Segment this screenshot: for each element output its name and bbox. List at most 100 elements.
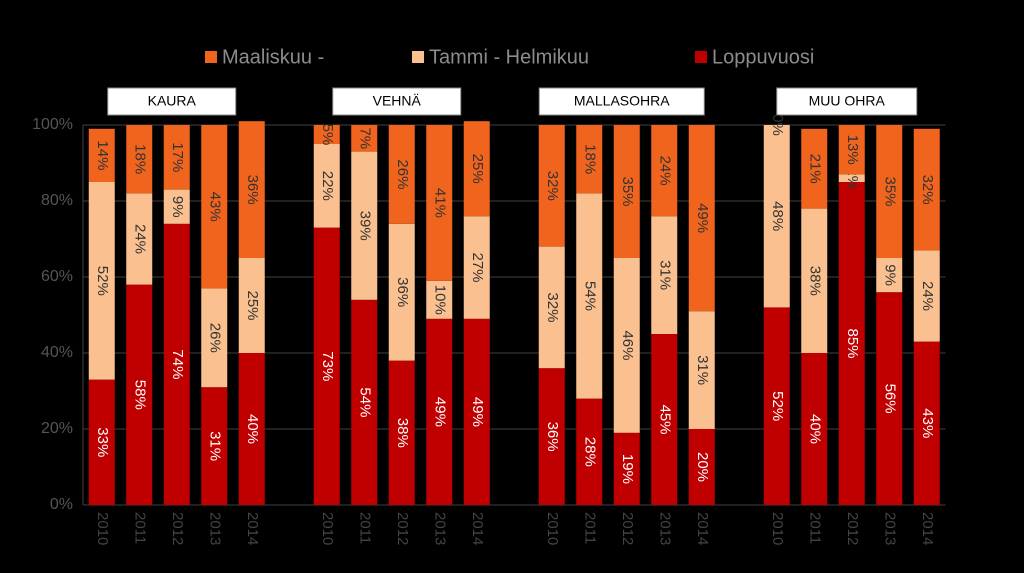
legend-swatch bbox=[412, 51, 424, 63]
x-tick-label: 2010 bbox=[319, 512, 336, 545]
bar-segment bbox=[201, 125, 228, 289]
value-label: 18% bbox=[581, 144, 598, 174]
bar-segment bbox=[163, 125, 190, 190]
bar-segment bbox=[613, 258, 640, 433]
value-label: 24% bbox=[656, 156, 673, 186]
bar-segment bbox=[876, 125, 903, 258]
bar-segment bbox=[913, 128, 940, 251]
bar-segment bbox=[538, 246, 565, 369]
group-label: VEHNÄ bbox=[373, 93, 422, 109]
bar-segment bbox=[613, 125, 640, 258]
value-label: 31% bbox=[656, 260, 673, 290]
value-label: 28% bbox=[581, 437, 598, 467]
bar-segment bbox=[351, 125, 378, 152]
legend-label: Tammi - Helmikuu bbox=[429, 46, 589, 68]
x-tick-label: 2013 bbox=[431, 512, 448, 545]
bar-segment bbox=[763, 125, 790, 308]
value-label: 58% bbox=[131, 380, 148, 410]
bar-segment bbox=[651, 125, 678, 217]
legend-swatch bbox=[205, 51, 217, 63]
bar-segment bbox=[126, 193, 153, 285]
bar-segment bbox=[351, 151, 378, 300]
x-tick-label: 2010 bbox=[544, 512, 561, 545]
bar-segment bbox=[426, 125, 453, 281]
bar-segment bbox=[351, 299, 378, 505]
bar-segment bbox=[651, 216, 678, 334]
x-tick-label: 2011 bbox=[806, 512, 823, 544]
value-label: 20% bbox=[694, 452, 711, 482]
value-label: 24% bbox=[131, 224, 148, 254]
value-label: 41% bbox=[431, 188, 448, 218]
value-label: 9% bbox=[169, 196, 186, 218]
x-tick-label: 2012 bbox=[169, 512, 186, 545]
value-label: 19% bbox=[619, 454, 636, 484]
bar-segment bbox=[463, 216, 490, 319]
value-label: 52% bbox=[769, 391, 786, 421]
bar-segment bbox=[238, 258, 265, 353]
y-tick-label: 80% bbox=[41, 192, 73, 209]
bar-segment bbox=[688, 125, 715, 312]
bar-segment bbox=[388, 360, 415, 505]
bar-segment bbox=[201, 288, 228, 388]
bar-segment bbox=[838, 125, 865, 175]
bar-segment bbox=[463, 121, 490, 217]
value-label: 74% bbox=[169, 349, 186, 379]
x-tick-label: 2011 bbox=[581, 512, 598, 544]
value-label: 27% bbox=[469, 252, 486, 282]
value-label: 21% bbox=[806, 154, 823, 184]
y-tick-label: 100% bbox=[32, 116, 73, 133]
x-tick-label: 2011 bbox=[131, 512, 148, 544]
bar-segment bbox=[576, 125, 603, 194]
value-label: 48% bbox=[769, 201, 786, 231]
bar-segment bbox=[876, 292, 903, 505]
y-tick-label: 60% bbox=[41, 268, 73, 285]
x-tick-label: 2014 bbox=[244, 512, 261, 545]
bar-segment bbox=[238, 121, 265, 258]
bar-segment bbox=[426, 318, 453, 505]
x-tick-label: 2012 bbox=[844, 512, 861, 545]
bar-segment bbox=[201, 387, 228, 505]
x-tick-label: 2010 bbox=[94, 512, 111, 545]
bar-segment bbox=[613, 432, 640, 505]
group-box bbox=[776, 87, 918, 116]
value-label: 33% bbox=[94, 427, 111, 457]
value-label: 35% bbox=[619, 176, 636, 206]
value-label: 10% bbox=[431, 285, 448, 315]
value-label: 43% bbox=[919, 408, 936, 438]
bar-segment bbox=[388, 223, 415, 361]
value-label: 36% bbox=[394, 277, 411, 307]
bar-segment bbox=[163, 223, 190, 506]
bar-segment bbox=[838, 182, 865, 505]
x-tick-label: 2013 bbox=[206, 512, 223, 545]
group-label: KAURA bbox=[148, 93, 197, 109]
bar-segment bbox=[88, 182, 115, 380]
value-label: 32% bbox=[544, 292, 561, 322]
value-label: 40% bbox=[244, 414, 261, 444]
x-tick-label: 2011 bbox=[356, 512, 373, 544]
value-label: 9% bbox=[881, 264, 898, 286]
bar-segment bbox=[538, 368, 565, 505]
value-label: 45% bbox=[656, 404, 673, 434]
group-label: MUU OHRA bbox=[809, 93, 886, 109]
value-label: 31% bbox=[206, 431, 223, 461]
bar-segment bbox=[238, 353, 265, 505]
x-tick-label: 2014 bbox=[694, 512, 711, 545]
value-label: 22% bbox=[319, 171, 336, 201]
value-label: 24% bbox=[919, 281, 936, 311]
value-label: 26% bbox=[394, 159, 411, 189]
bar-segment bbox=[838, 174, 865, 182]
group-box bbox=[538, 87, 705, 116]
value-label: 56% bbox=[881, 384, 898, 414]
value-label: 49% bbox=[694, 203, 711, 233]
x-tick-label: 2013 bbox=[881, 512, 898, 545]
value-label: 32% bbox=[919, 175, 936, 205]
bar-segment bbox=[126, 284, 153, 505]
bar-segment bbox=[576, 193, 603, 399]
bar-segment bbox=[801, 208, 828, 353]
legend-label: Loppuvuosi bbox=[712, 46, 814, 68]
x-tick-label: 2010 bbox=[769, 512, 786, 545]
value-label: 38% bbox=[806, 266, 823, 296]
bar-segment bbox=[313, 144, 340, 228]
